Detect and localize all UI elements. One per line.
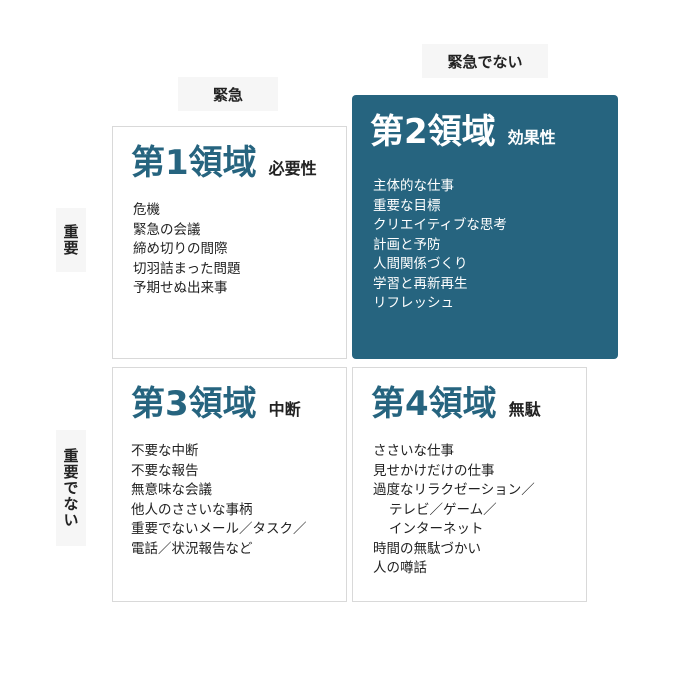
list-item: 計画と予防 — [373, 236, 441, 253]
list-item: 締め切りの間際 — [133, 241, 228, 257]
list-item: リフレッシュ — [373, 295, 454, 311]
list-item: 時間の無駄づかい — [373, 540, 481, 557]
list-item: 主体的な仕事 — [373, 178, 454, 194]
quadrant-1-subtitle: 必要性 — [268, 159, 317, 178]
list-item: クリエイティブな思考 — [373, 217, 507, 233]
quadrant-1-header: 第1領域 必要性 — [131, 141, 317, 185]
quadrant-2-header: 第2領域 効果性 — [370, 110, 556, 154]
list-item: ささいな仕事 — [373, 443, 454, 459]
list-item: 見せかけだけの仕事 — [373, 462, 495, 479]
list-item: 不要な報告 — [131, 462, 199, 479]
list-item: 無意味な会議 — [131, 482, 212, 498]
quadrant-3-title: 第3領域 — [131, 384, 257, 424]
axis-label-important-text: 重要 — [61, 224, 80, 256]
quadrant-1: 第1領域 必要性 危機 緊急の会議 締め切りの間際 切羽詰まった問題 予期せぬ出… — [112, 126, 347, 359]
list-item: 人の噂話 — [373, 560, 427, 576]
list-item: 予期せぬ出来事 — [133, 280, 228, 296]
list-item: 重要な目標 — [373, 197, 441, 214]
quadrant-3: 第3領域 中断 不要な中断 不要な報告 無意味な会議 他人のささいな事柄 重要で… — [112, 367, 347, 602]
quadrant-1-title: 第1領域 — [131, 143, 257, 183]
list-item: テレビ／ゲーム／ — [389, 501, 497, 518]
list-item: 人間関係づくり — [373, 256, 468, 272]
quadrant-2: 第2領域 効果性 主体的な仕事 重要な目標 クリエイティブな思考 計画と予防 人… — [352, 95, 618, 359]
quadrant-2-title: 第2領域 — [370, 112, 496, 152]
list-item: 他人のささいな事柄 — [131, 501, 253, 518]
axis-label-urgent-text: 緊急 — [212, 85, 243, 104]
axis-label-not-important-text: 重要でない — [61, 448, 80, 528]
quadrant-4-subtitle: 無駄 — [508, 400, 541, 419]
axis-label-not-urgent: 緊急でない — [422, 44, 548, 78]
quadrant-4-title: 第4領域 — [371, 384, 497, 424]
list-item: 不要な中断 — [131, 443, 199, 459]
quadrant-3-subtitle: 中断 — [268, 400, 301, 419]
quadrant-3-header: 第3領域 中断 — [131, 382, 301, 426]
axis-label-urgent: 緊急 — [178, 77, 278, 111]
list-item: 緊急の会議 — [133, 221, 201, 238]
quadrant-4: 第4領域 無駄 ささいな仕事 見せかけだけの仕事 過度なリラクゼーション／ テレ… — [352, 367, 587, 602]
list-item: 重要でないメール／タスク／ — [131, 521, 307, 537]
quadrant-4-header: 第4領域 無駄 — [371, 382, 541, 426]
list-item: 過度なリラクゼーション／ — [373, 482, 535, 498]
quadrant-1-items: 危機 緊急の会議 締め切りの間際 切羽詰まった問題 予期せぬ出来事 — [133, 201, 240, 299]
list-item: 切羽詰まった問題 — [133, 260, 241, 277]
list-item: 危機 — [133, 202, 160, 218]
quadrant-3-items: 不要な中断 不要な報告 無意味な会議 他人のささいな事柄 重要でないメール／タス… — [131, 442, 307, 559]
axis-label-important: 重要 — [56, 208, 86, 272]
list-item: 電話／状況報告など — [131, 540, 253, 557]
quadrant-2-subtitle: 効果性 — [507, 128, 556, 147]
axis-label-not-urgent-text: 緊急でない — [447, 52, 523, 71]
axis-label-not-important: 重要でない — [56, 430, 86, 546]
quadrant-2-items: 主体的な仕事 重要な目標 クリエイティブな思考 計画と予防 人間関係づくり 学習… — [373, 177, 507, 314]
quadrant-4-items: ささいな仕事 見せかけだけの仕事 過度なリラクゼーション／ テレビ／ゲーム／ イ… — [373, 442, 535, 579]
list-item: インターネット — [389, 521, 484, 537]
list-item: 学習と再新再生 — [373, 275, 468, 292]
